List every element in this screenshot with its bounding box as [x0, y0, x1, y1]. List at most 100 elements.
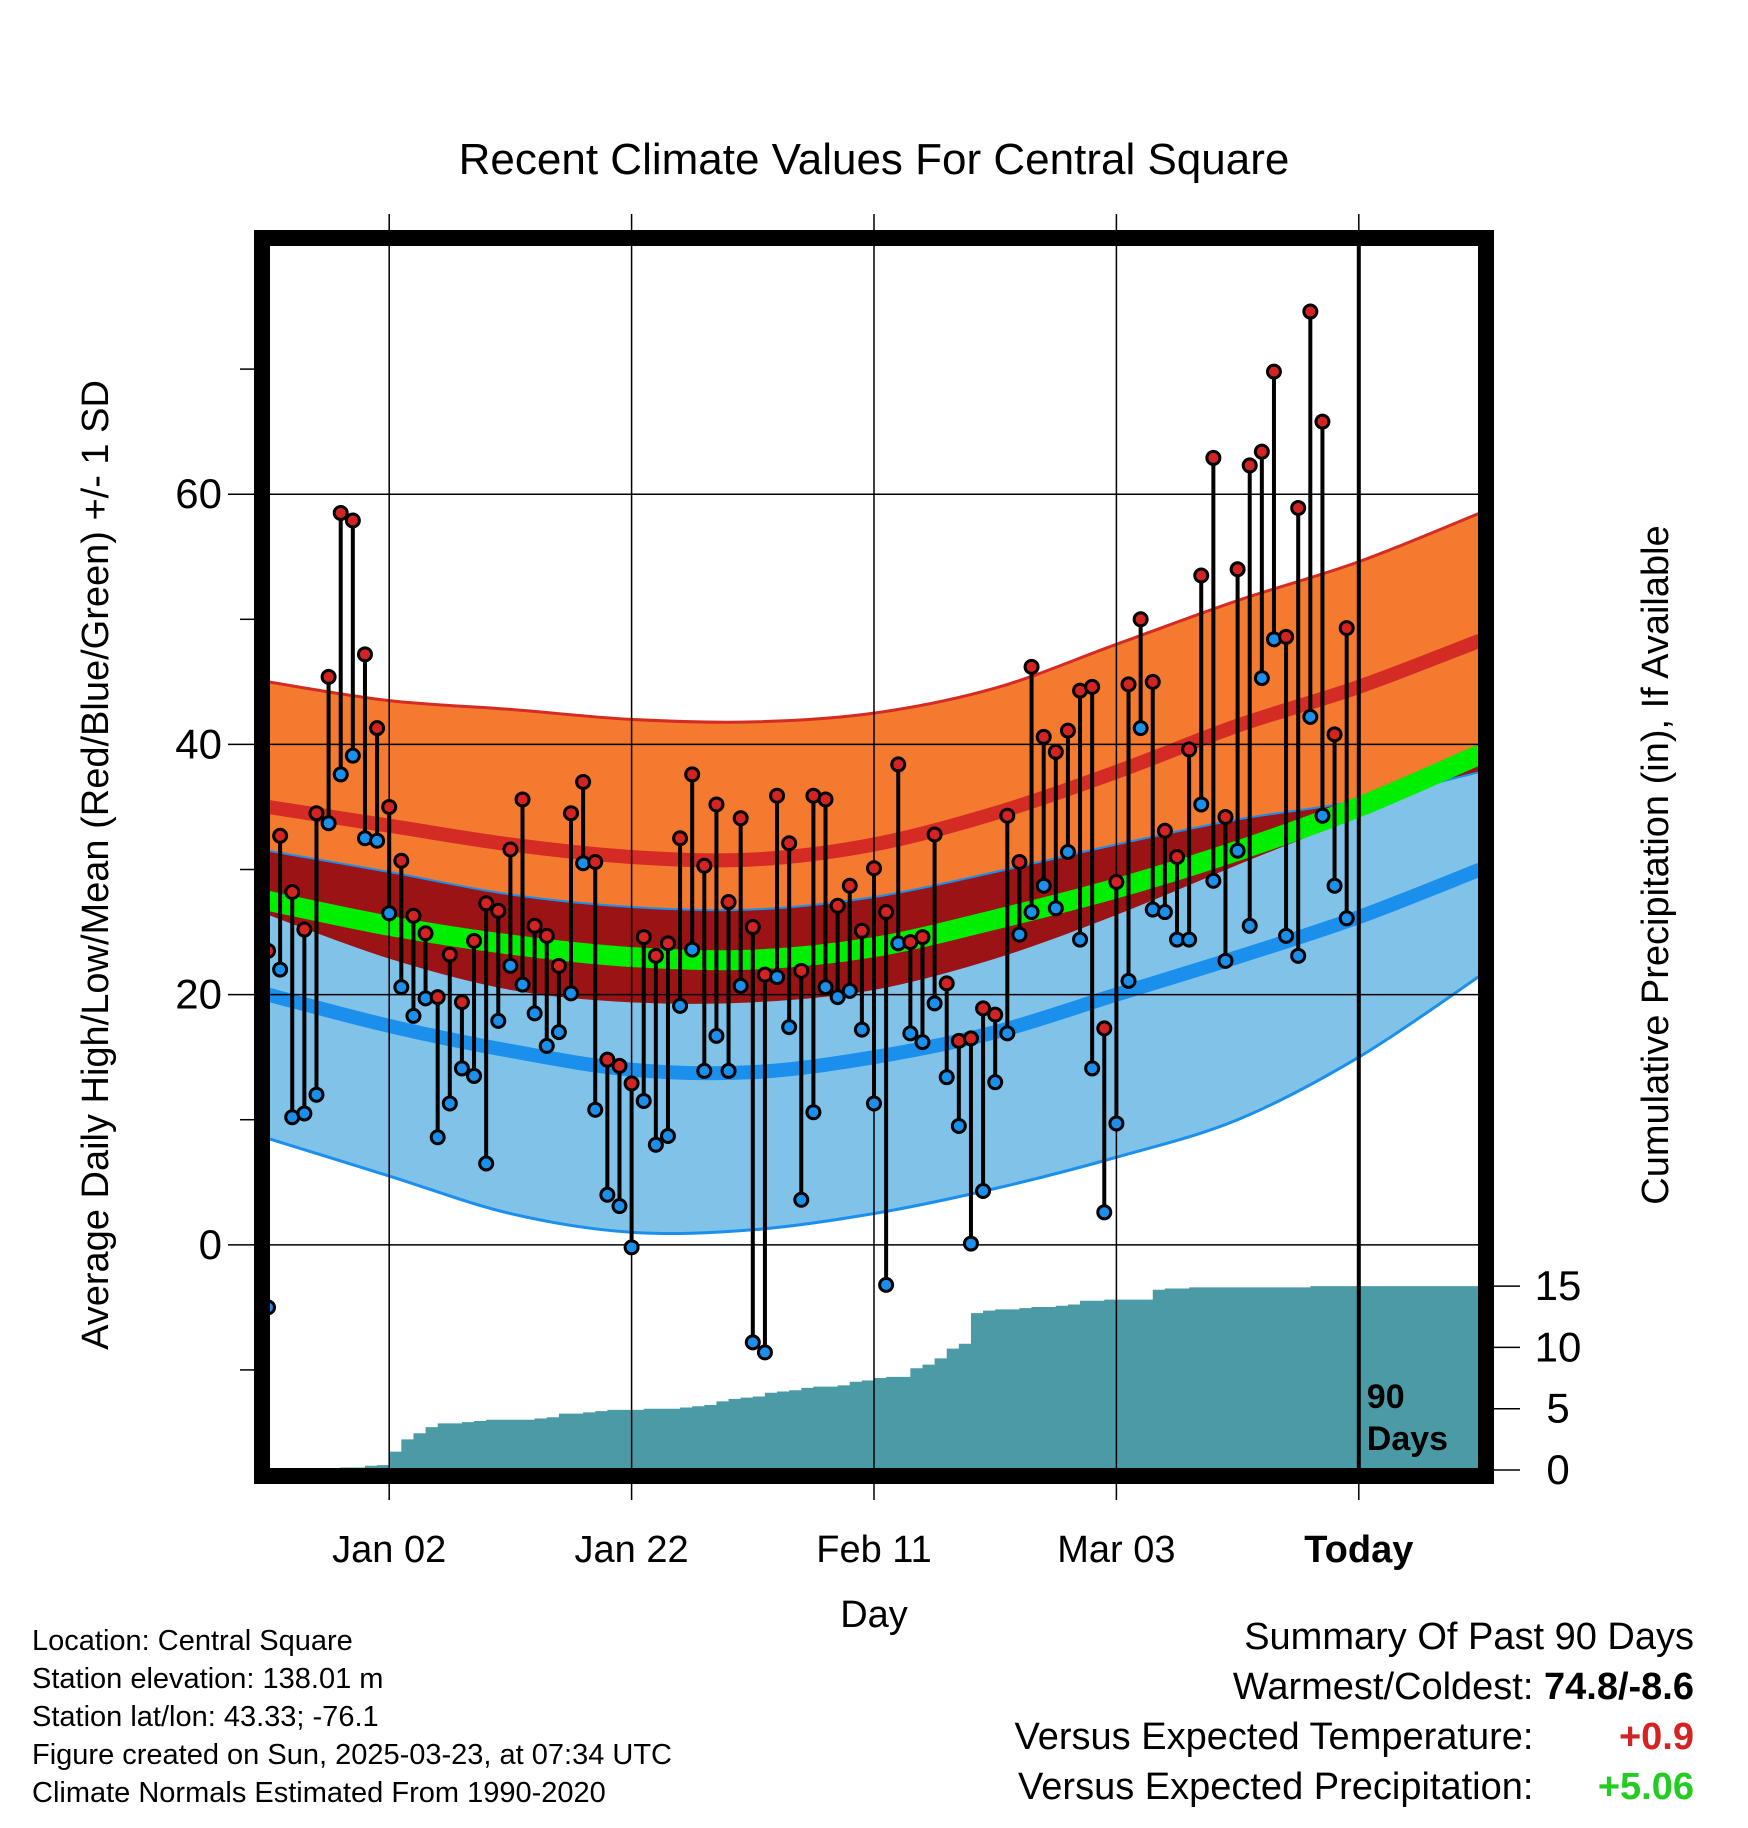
daily-high-point	[1205, 449, 1222, 466]
daily-high-point	[1011, 854, 1028, 871]
daily-high-point	[466, 932, 483, 949]
daily-low-point	[1302, 708, 1319, 725]
daily-high-point	[332, 504, 349, 521]
y-axis-left-label: Average Daily High/Low/Mean (Red/Blue/Gr…	[75, 380, 117, 1350]
daily-low-point	[1253, 670, 1270, 687]
daily-high-point	[381, 798, 398, 815]
daily-high-point	[344, 512, 361, 529]
summary-panel: Summary Of Past 90 Days Warmest/Coldest:…	[1015, 1612, 1694, 1812]
daily-low-point	[853, 1021, 870, 1038]
daily-low-point	[538, 1037, 555, 1054]
daily-high-point	[587, 854, 604, 871]
daily-low-point	[1241, 917, 1258, 934]
daily-high-point	[1193, 567, 1210, 584]
daily-high-point	[1023, 658, 1040, 675]
daily-high-point	[514, 791, 531, 808]
daily-high-point	[478, 895, 495, 912]
daily-low-point	[1326, 877, 1343, 894]
x-tick-label: Jan 02	[332, 1529, 446, 1571]
daily-high-point	[1035, 728, 1052, 745]
daily-low-point	[744, 1334, 761, 1351]
daily-high-point	[890, 756, 907, 773]
daily-low-point	[296, 1105, 313, 1122]
temperature-label: Versus Expected Temperature:	[1014, 1716, 1534, 1758]
daily-low-point	[393, 979, 410, 996]
daily-high-point	[272, 827, 289, 844]
daily-low-point	[1011, 926, 1028, 943]
y-tick-label-right: 5	[1546, 1385, 1569, 1432]
daily-low-point	[950, 1117, 967, 1134]
precipitation-label: Versus Expected Precipitation:	[1018, 1766, 1534, 1808]
summary-warmest-coldest: Warmest/Coldest: 74.8/-8.6	[1015, 1662, 1694, 1712]
daily-high-point	[962, 1030, 979, 1047]
daily-high-point	[429, 989, 446, 1006]
location-text: Location: Central Square	[32, 1625, 353, 1657]
daily-low-point	[914, 1034, 931, 1051]
daily-high-point	[1169, 849, 1185, 865]
daily-high-point	[611, 1057, 628, 1074]
daily-high-point	[1338, 620, 1355, 637]
daily-low-point	[320, 815, 337, 832]
daily-low-point	[441, 1095, 458, 1112]
daily-low-point	[1023, 904, 1040, 921]
temperature-value: +0.9	[1618, 1716, 1694, 1758]
x-tick-label: Feb 11	[816, 1529, 931, 1571]
daily-high-point	[1314, 413, 1331, 430]
daily-high-point	[732, 810, 749, 827]
daily-low-point	[1120, 972, 1137, 989]
daily-high-point	[769, 787, 786, 804]
daily-low-point	[563, 985, 579, 1002]
daily-low-point	[1229, 842, 1246, 859]
daily-high-point	[563, 805, 579, 822]
daily-low-point	[599, 1186, 616, 1203]
daily-low-point	[550, 1024, 567, 1041]
daily-low-point	[344, 747, 361, 764]
x-axis-label: Day	[840, 1594, 908, 1636]
x-tick-label: Jan 22	[575, 1529, 689, 1571]
daily-low-point	[938, 1069, 955, 1086]
daily-low-point	[466, 1067, 483, 1084]
daily-high-point	[672, 830, 689, 847]
daily-low-point	[381, 905, 398, 922]
daily-high-point	[914, 929, 931, 946]
daily-high-point	[1278, 628, 1295, 645]
daily-high-point	[999, 807, 1016, 824]
daily-high-point	[308, 805, 325, 822]
today-marker-line-text: Days	[1367, 1420, 1448, 1458]
elevation-text: Station elevation: 138.01 m	[32, 1663, 384, 1695]
daily-low-point	[635, 1092, 652, 1109]
daily-high-point	[623, 1075, 640, 1092]
y-axis-right-label: Cumulative Precipitation (in), If Availa…	[1635, 525, 1677, 1204]
daily-low-point	[1338, 910, 1355, 927]
daily-low-point	[672, 997, 689, 1014]
daily-high-point	[781, 835, 798, 852]
today-marker-label: 90 Days	[1367, 1378, 1448, 1458]
daily-high-point	[1217, 808, 1234, 825]
latlon-text: Station lat/lon: 43.33; -76.1	[32, 1701, 379, 1733]
y-tick-label-left: 40	[175, 720, 222, 767]
daily-high-point	[296, 921, 313, 938]
daily-low-point	[478, 1155, 495, 1172]
daily-low-point	[623, 1239, 640, 1256]
daily-high-point	[1241, 457, 1258, 474]
daily-high-point	[938, 975, 955, 992]
daily-low-point	[1205, 872, 1222, 889]
precipitation-value: +5.06	[1597, 1766, 1694, 1808]
daily-low-point	[1072, 931, 1089, 948]
daily-high-point	[1265, 363, 1282, 380]
daily-low-point	[405, 1007, 422, 1024]
summary-precipitation: Versus Expected Precipitation: +5.06	[1015, 1762, 1694, 1812]
chart-title: Recent Climate Values For Central Square	[459, 135, 1290, 184]
daily-high-point	[417, 925, 434, 942]
summary-heading: Summary Of Past 90 Days	[1244, 1616, 1694, 1658]
daily-high-point	[453, 994, 470, 1011]
daily-low-point	[841, 982, 858, 999]
daily-high-point	[659, 935, 676, 952]
daily-low-point	[720, 1062, 737, 1079]
daily-high-point	[1302, 303, 1319, 320]
daily-high-point	[744, 919, 761, 936]
daily-high-point	[490, 902, 507, 919]
daily-low-point	[696, 1062, 713, 1079]
daily-high-point	[1120, 676, 1137, 693]
daily-low-point	[611, 1198, 628, 1215]
